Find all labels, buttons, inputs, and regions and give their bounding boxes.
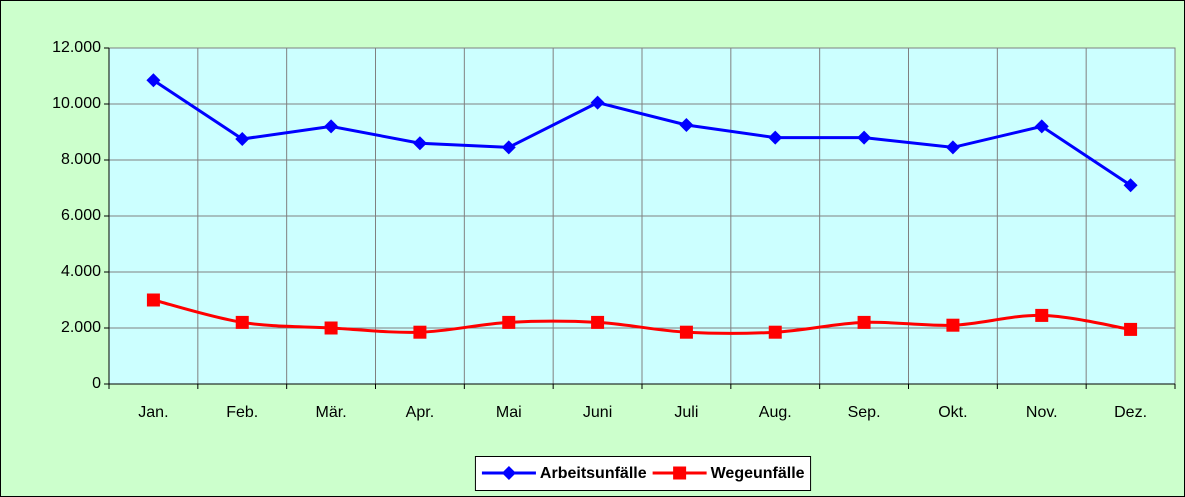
y-tick-label: 10.000 (52, 95, 101, 112)
marker (946, 318, 960, 332)
marker (591, 315, 605, 329)
y-tick-label: 6.000 (61, 207, 101, 224)
marker (146, 293, 160, 307)
marker (324, 321, 338, 335)
marker (857, 130, 872, 145)
x-tick-label: Aug. (759, 404, 792, 421)
marker (1124, 322, 1138, 336)
y-tick-label: 0 (92, 375, 101, 392)
x-tick-label: Mär. (316, 404, 347, 421)
marker (945, 140, 960, 155)
x-tick-label: Juli (674, 404, 698, 421)
legend-label: Wegeunfälle (711, 465, 805, 482)
y-tick-label: 2.000 (61, 319, 101, 336)
x-tick-label: Sep. (848, 404, 881, 421)
y-tick-label: 4.000 (61, 263, 101, 280)
marker (590, 95, 605, 110)
x-tick-label: Apr. (406, 404, 434, 421)
marker (502, 315, 516, 329)
series-line (153, 298, 1131, 335)
marker (768, 130, 783, 145)
legend: Arbeitsunfälle Wegeunfälle (474, 456, 812, 491)
y-tick-label: 8.000 (61, 151, 101, 168)
legend-label: Arbeitsunfälle (540, 465, 647, 482)
x-tick-label: Jan. (138, 404, 168, 421)
marker (1034, 119, 1049, 134)
marker (673, 466, 687, 480)
x-tick-label: Dez. (1114, 404, 1147, 421)
marker (413, 325, 427, 339)
marker (768, 325, 782, 339)
marker (679, 325, 693, 339)
x-tick-label: Mai (496, 404, 522, 421)
marker (412, 136, 427, 151)
marker (235, 315, 249, 329)
x-tick-label: Okt. (938, 404, 967, 421)
series-line (152, 78, 1132, 187)
marker (324, 119, 339, 134)
y-tick-label: 12.000 (52, 39, 101, 56)
marker (679, 118, 694, 132)
marker (857, 315, 871, 329)
marker (235, 132, 250, 146)
marker (501, 140, 516, 155)
marker (1035, 308, 1049, 322)
x-tick-label: Juni (583, 404, 612, 421)
marker (146, 73, 161, 88)
marker (1123, 178, 1138, 193)
x-tick-label: Feb. (226, 404, 258, 421)
marker (501, 466, 516, 480)
x-tick-label: Nov. (1026, 404, 1058, 421)
